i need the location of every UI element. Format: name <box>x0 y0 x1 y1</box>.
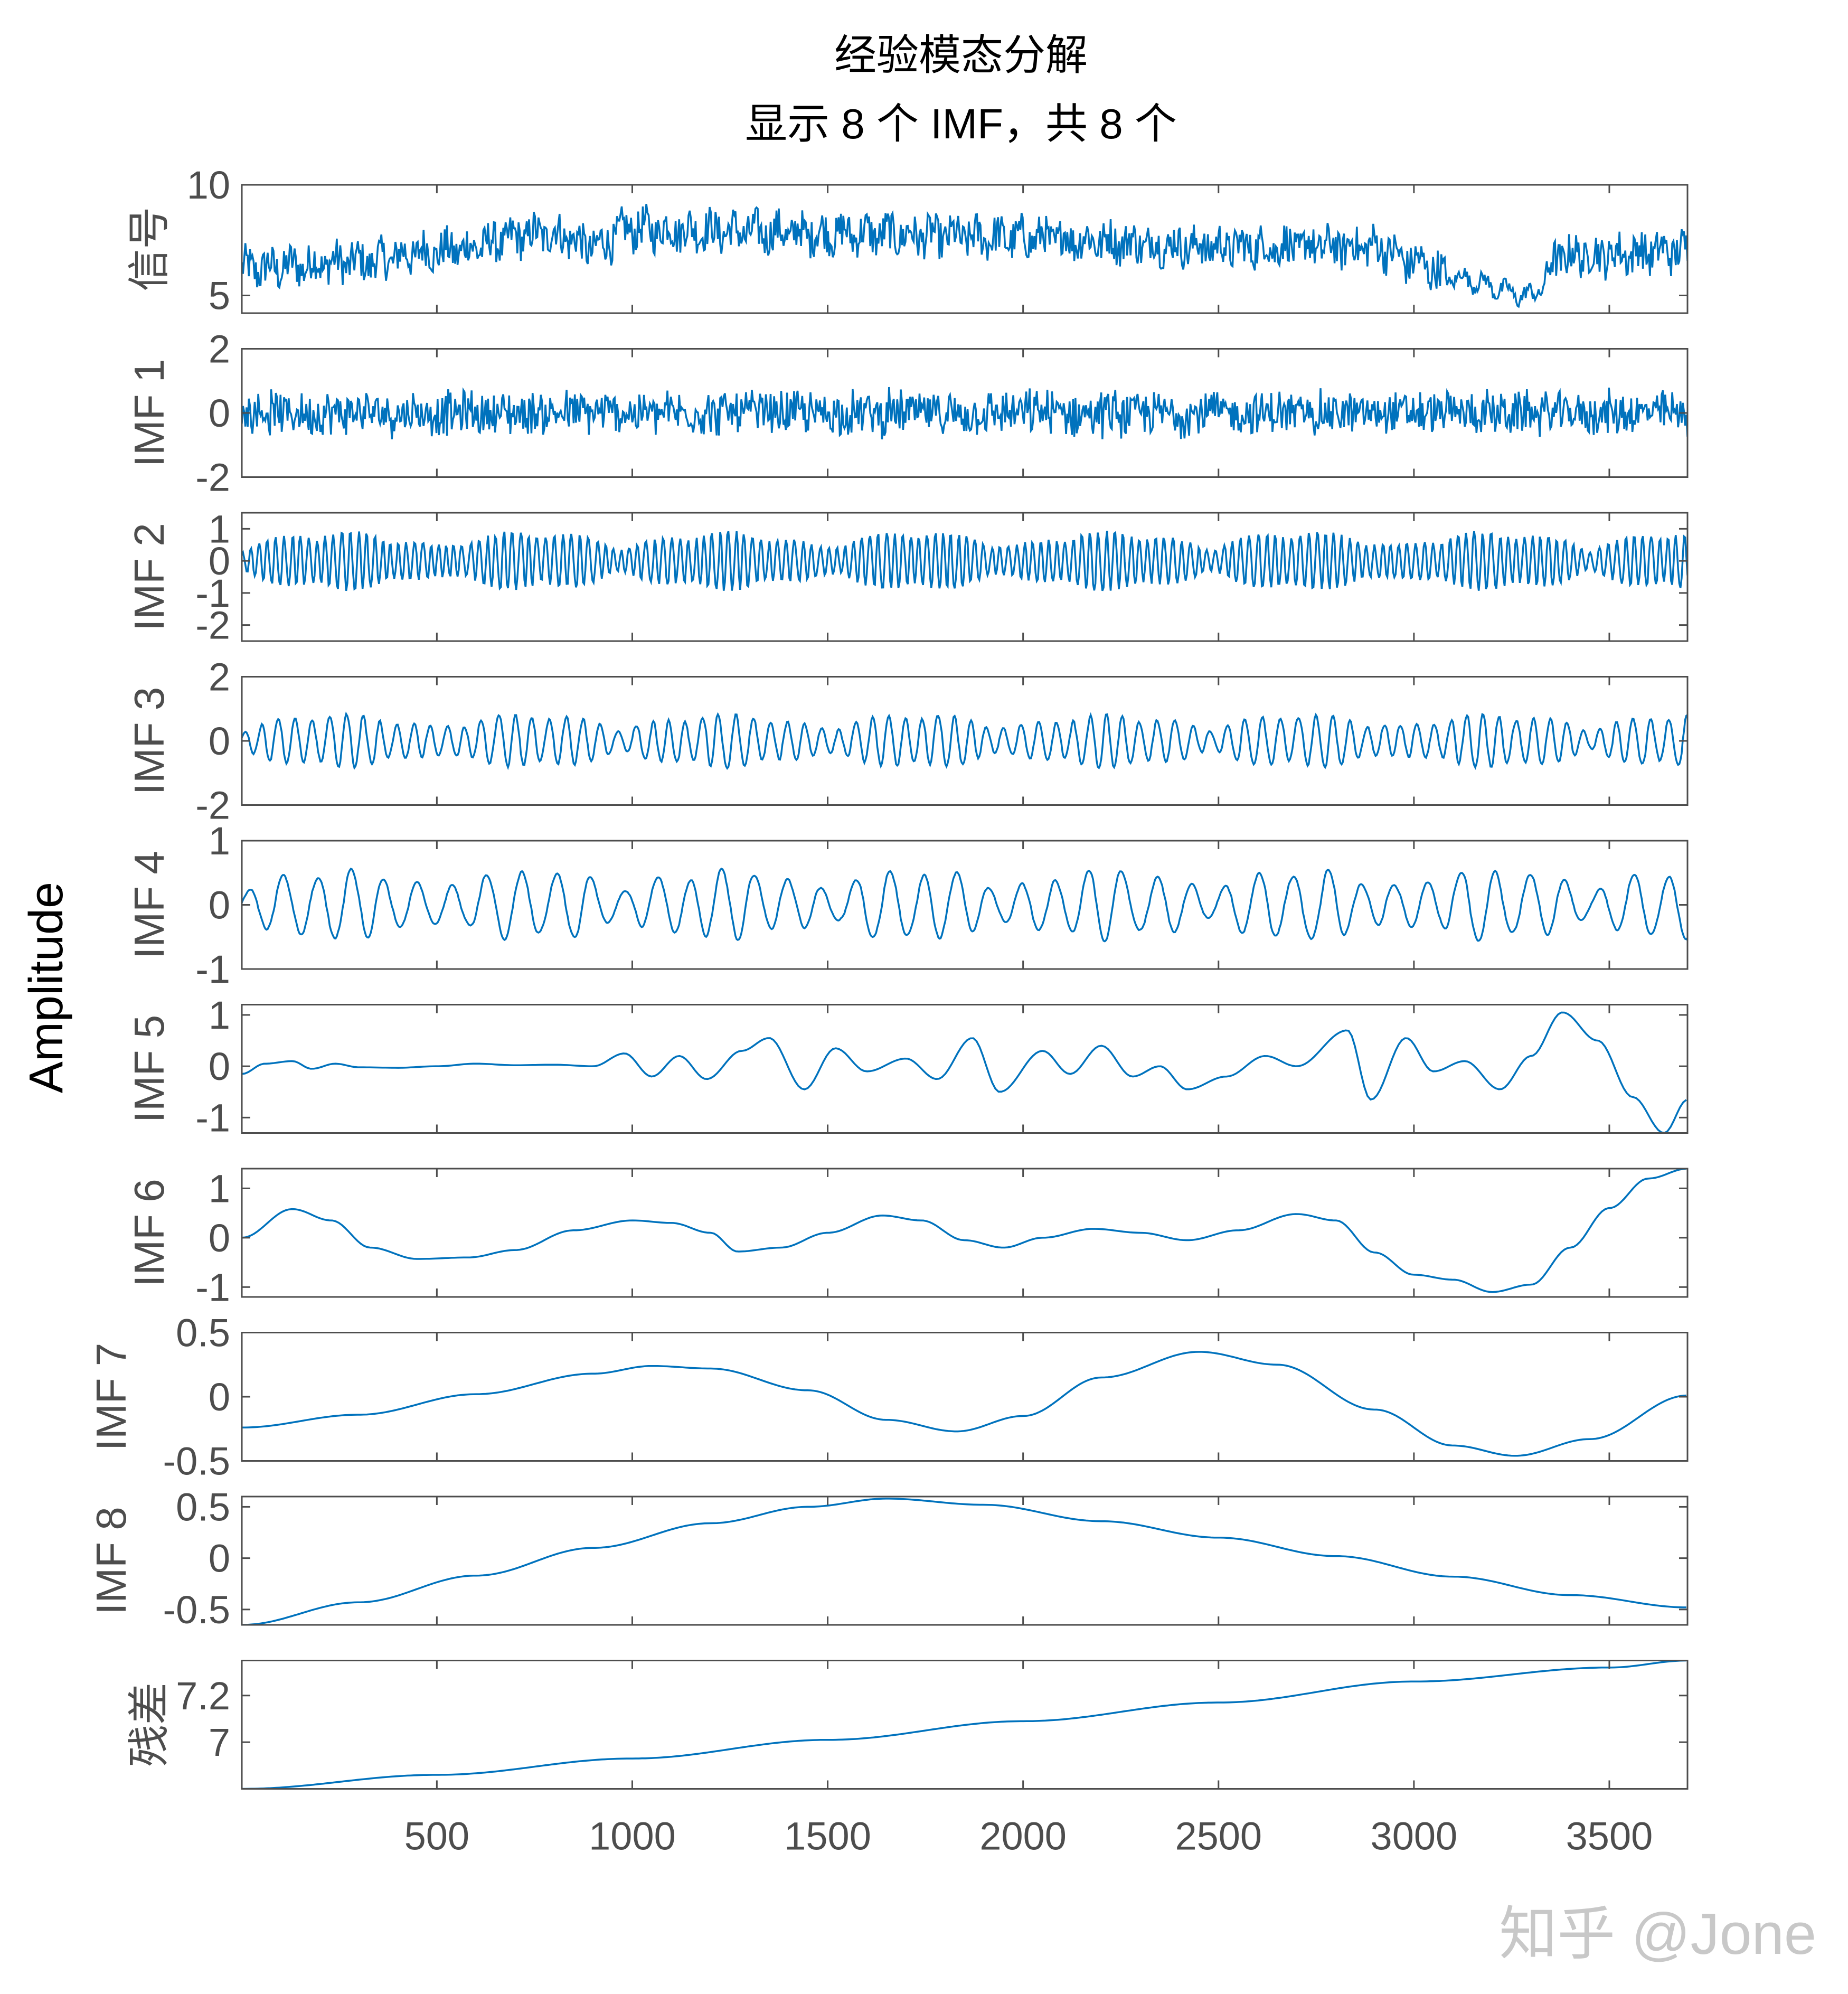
series-line-2 <box>242 387 1687 440</box>
panel-frame <box>241 1332 1689 1462</box>
x-tick-label: 1500 <box>784 1814 871 1858</box>
x-tick-label: 3000 <box>1371 1814 1458 1858</box>
panel-frame <box>241 1168 1689 1298</box>
y-tick-label: 1 <box>209 1167 230 1210</box>
y-tick-label: 5 <box>209 274 230 317</box>
y-tick-label: -0.5 <box>163 1440 230 1483</box>
x-tick-label: 2000 <box>979 1814 1067 1858</box>
panel-10: 77.2残差 <box>126 1660 1689 1790</box>
y-tick-label: -1 <box>195 1265 230 1309</box>
y-tick-label: 0 <box>209 883 230 927</box>
panel-4: -2 0 2 IMF 3 <box>126 655 1689 827</box>
y-tick-label: -2 <box>195 456 230 500</box>
x-tick-label: 500 <box>404 1814 469 1858</box>
panel-1: 5 10 信号 <box>126 163 1689 317</box>
x-tick-label: 2500 <box>1175 1814 1262 1858</box>
y-tick-label: 0 <box>209 1375 230 1419</box>
panel-label: 信号 <box>126 207 173 291</box>
series-line-1 <box>242 203 1687 308</box>
watermark: 知乎 @Jone <box>1499 1902 1816 1967</box>
panel-frame <box>241 512 1689 642</box>
y-tick-label: -1 <box>195 571 230 615</box>
panel-5: -1 0 1 IMF 4 <box>126 819 1689 991</box>
y-tick-label: -2 <box>195 784 230 827</box>
x-axis: 500 1000 1500 2000 2500 3000 3500 <box>404 1814 1653 1858</box>
panel-frame <box>241 1495 1689 1626</box>
panel-label: IMF 6 <box>126 1179 173 1286</box>
panel-frame <box>241 1660 1689 1790</box>
y-tick-label: 0 <box>209 719 230 763</box>
panel-label: IMF 4 <box>126 851 173 958</box>
panel-9: -0.5 0 0.5 IMF 8 <box>88 1485 1689 1632</box>
series-line-7 <box>242 1169 1686 1293</box>
panel-6: -1 0 1 IMF 5 <box>126 993 1689 1140</box>
panel-2: -2 0 2 IMF 1 <box>126 327 1689 500</box>
series-line-9 <box>242 1498 1686 1625</box>
x-tick-label: 1000 <box>589 1814 676 1858</box>
y-tick-label: 0 <box>209 1537 230 1581</box>
series-line-6 <box>242 1011 1687 1133</box>
y-tick-label: 2 <box>209 327 230 371</box>
panel-frame <box>241 184 1689 314</box>
panel-frame <box>241 1004 1689 1134</box>
panel-label: IMF 5 <box>126 1015 173 1123</box>
y-tick-label: 7 <box>209 1720 230 1764</box>
panel-label: 残差 <box>126 1682 173 1767</box>
panel-label: IMF 1 <box>126 359 173 467</box>
series-line-10 <box>242 1660 1686 1789</box>
y-tick-label: -2 <box>195 604 230 647</box>
y-tick-label: 0 <box>209 539 230 583</box>
y-tick-label: 7.2 <box>176 1674 230 1718</box>
y-tick-label: 0 <box>209 1216 230 1260</box>
y-tick-label: 0.5 <box>176 1485 230 1529</box>
series-line-3 <box>242 530 1687 591</box>
y-tick-label: 0 <box>209 391 230 435</box>
series-line-5 <box>242 868 1687 943</box>
chart-subtitle: 显示 8 个 IMF，共 8 个 <box>745 100 1177 147</box>
panel-7: -1 0 1 IMF 6 <box>126 1167 1689 1309</box>
panel-label: IMF 3 <box>126 687 173 795</box>
x-tick-label: 3500 <box>1566 1814 1653 1858</box>
y-tick-label: -1 <box>195 947 230 991</box>
panel-3: -2-101 IMF 2 <box>126 507 1689 647</box>
series-line-8 <box>242 1351 1686 1457</box>
y-tick-label: -1 <box>195 1096 230 1140</box>
y-tick-label: 1 <box>209 507 230 551</box>
y-tick-label: 1 <box>209 993 230 1037</box>
panel-8: -0.5 0 0.5 IMF 7 <box>88 1311 1689 1483</box>
y-tick-label: 0.5 <box>176 1311 230 1355</box>
y-tick-label: 1 <box>209 819 230 863</box>
y-tick-label: -0.5 <box>163 1588 230 1632</box>
series-line-4 <box>242 711 1687 770</box>
chart-title: 经验模态分解 <box>834 32 1088 79</box>
panel-label: IMF 2 <box>126 523 173 631</box>
panel-label: IMF 7 <box>88 1343 135 1451</box>
y-tick-label: 2 <box>209 655 230 699</box>
y-tick-label: 10 <box>187 163 230 207</box>
y-tick-label: 0 <box>209 1045 230 1088</box>
panel-label: IMF 8 <box>88 1507 135 1614</box>
amplitude-axis-label: Amplitude <box>20 882 73 1093</box>
